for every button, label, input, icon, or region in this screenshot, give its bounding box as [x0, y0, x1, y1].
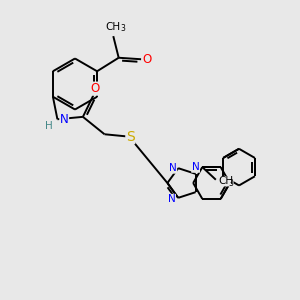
Text: 3: 3 [228, 179, 233, 188]
Text: N: N [192, 162, 200, 172]
Text: CH: CH [218, 176, 233, 186]
Text: CH: CH [106, 22, 121, 32]
Text: O: O [142, 53, 151, 66]
Text: H: H [45, 121, 53, 131]
Text: N: N [60, 113, 69, 126]
Text: N: N [168, 194, 176, 204]
Text: N: N [169, 163, 177, 173]
Text: S: S [126, 130, 135, 144]
Text: 3: 3 [121, 24, 126, 33]
Text: O: O [90, 82, 100, 95]
